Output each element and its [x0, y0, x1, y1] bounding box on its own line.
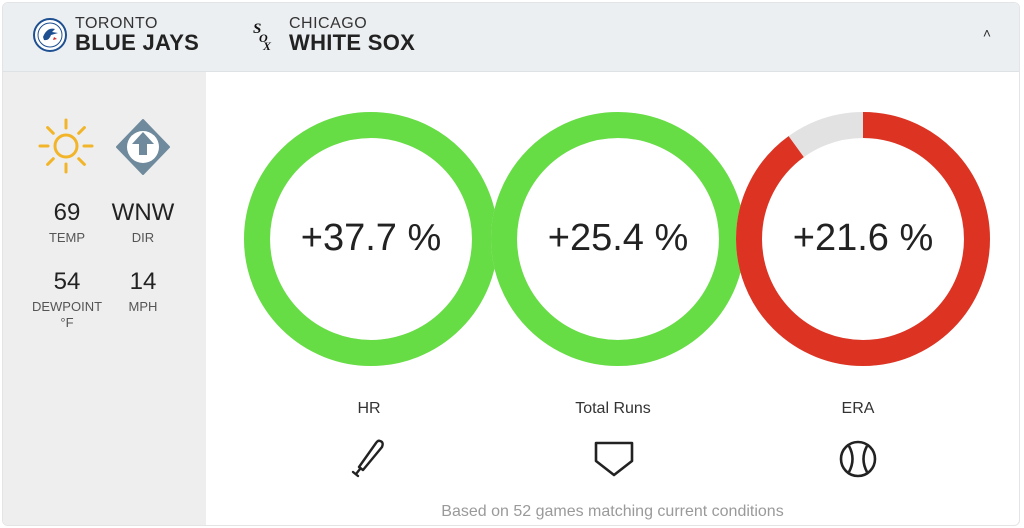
- wind-speed-value: 14: [129, 268, 157, 295]
- era-label: ERA: [841, 400, 875, 417]
- sun-icon: [38, 118, 94, 174]
- weather-panel: 69 TEMP WNW DIR 54 DEWPOINT °F 14 MPH: [3, 72, 206, 525]
- home-team-name: WHITE SOX: [289, 30, 416, 55]
- wind-speed-label: MPH: [128, 299, 158, 314]
- baseball-bat-icon: [351, 439, 384, 478]
- home-team-city: CHICAGO: [289, 15, 368, 32]
- hr-gauge-arc: [244, 112, 498, 366]
- hr-value: +37.7 %: [300, 217, 442, 259]
- total-runs-gauge: [491, 112, 745, 366]
- total-runs-value: +25.4 %: [547, 217, 689, 259]
- hr-gauge: [244, 112, 498, 366]
- total-runs-gauge-arc: [491, 112, 745, 366]
- svg-text:X: X: [262, 39, 272, 52]
- hr-label: HR: [357, 400, 381, 417]
- era-gauge: [736, 112, 990, 366]
- baseball-icon: [839, 440, 877, 478]
- era-value: +21.6 %: [792, 217, 934, 259]
- white-sox-logo: S O X: [253, 21, 272, 52]
- away-team: TORONTO BLUE JAYS: [33, 16, 199, 54]
- era-gauge-arc: [736, 112, 990, 366]
- sample-size-note: Based on 52 games matching current condi…: [441, 503, 784, 520]
- away-team-name: BLUE JAYS: [75, 30, 200, 55]
- away-team-city: TORONTO: [75, 15, 158, 32]
- temp-value: 69: [53, 199, 81, 226]
- dewpoint-value: 54: [53, 268, 81, 295]
- home-plate-icon: [594, 441, 634, 477]
- total-runs-label: Total Runs: [575, 400, 651, 417]
- dewpoint-unit: °F: [60, 315, 74, 330]
- matchup-header[interactable]: TORONTO BLUE JAYS S O X CHICAGO WHITE SO…: [3, 3, 1019, 72]
- wind-dir-value: WNW: [111, 199, 175, 226]
- svg-text:S: S: [253, 21, 261, 37]
- wind-direction-icon: [116, 119, 170, 175]
- temp-label: TEMP: [48, 230, 86, 245]
- dewpoint-label: DEWPOINT: [31, 299, 103, 314]
- svg-text:O: O: [259, 31, 268, 45]
- collapse-chevron-icon[interactable]: ˄: [982, 25, 991, 41]
- wind-dir-label: DIR: [131, 230, 155, 245]
- blue-jays-logo: [33, 18, 67, 52]
- home-team: S O X CHICAGO WHITE SOX: [247, 16, 415, 54]
